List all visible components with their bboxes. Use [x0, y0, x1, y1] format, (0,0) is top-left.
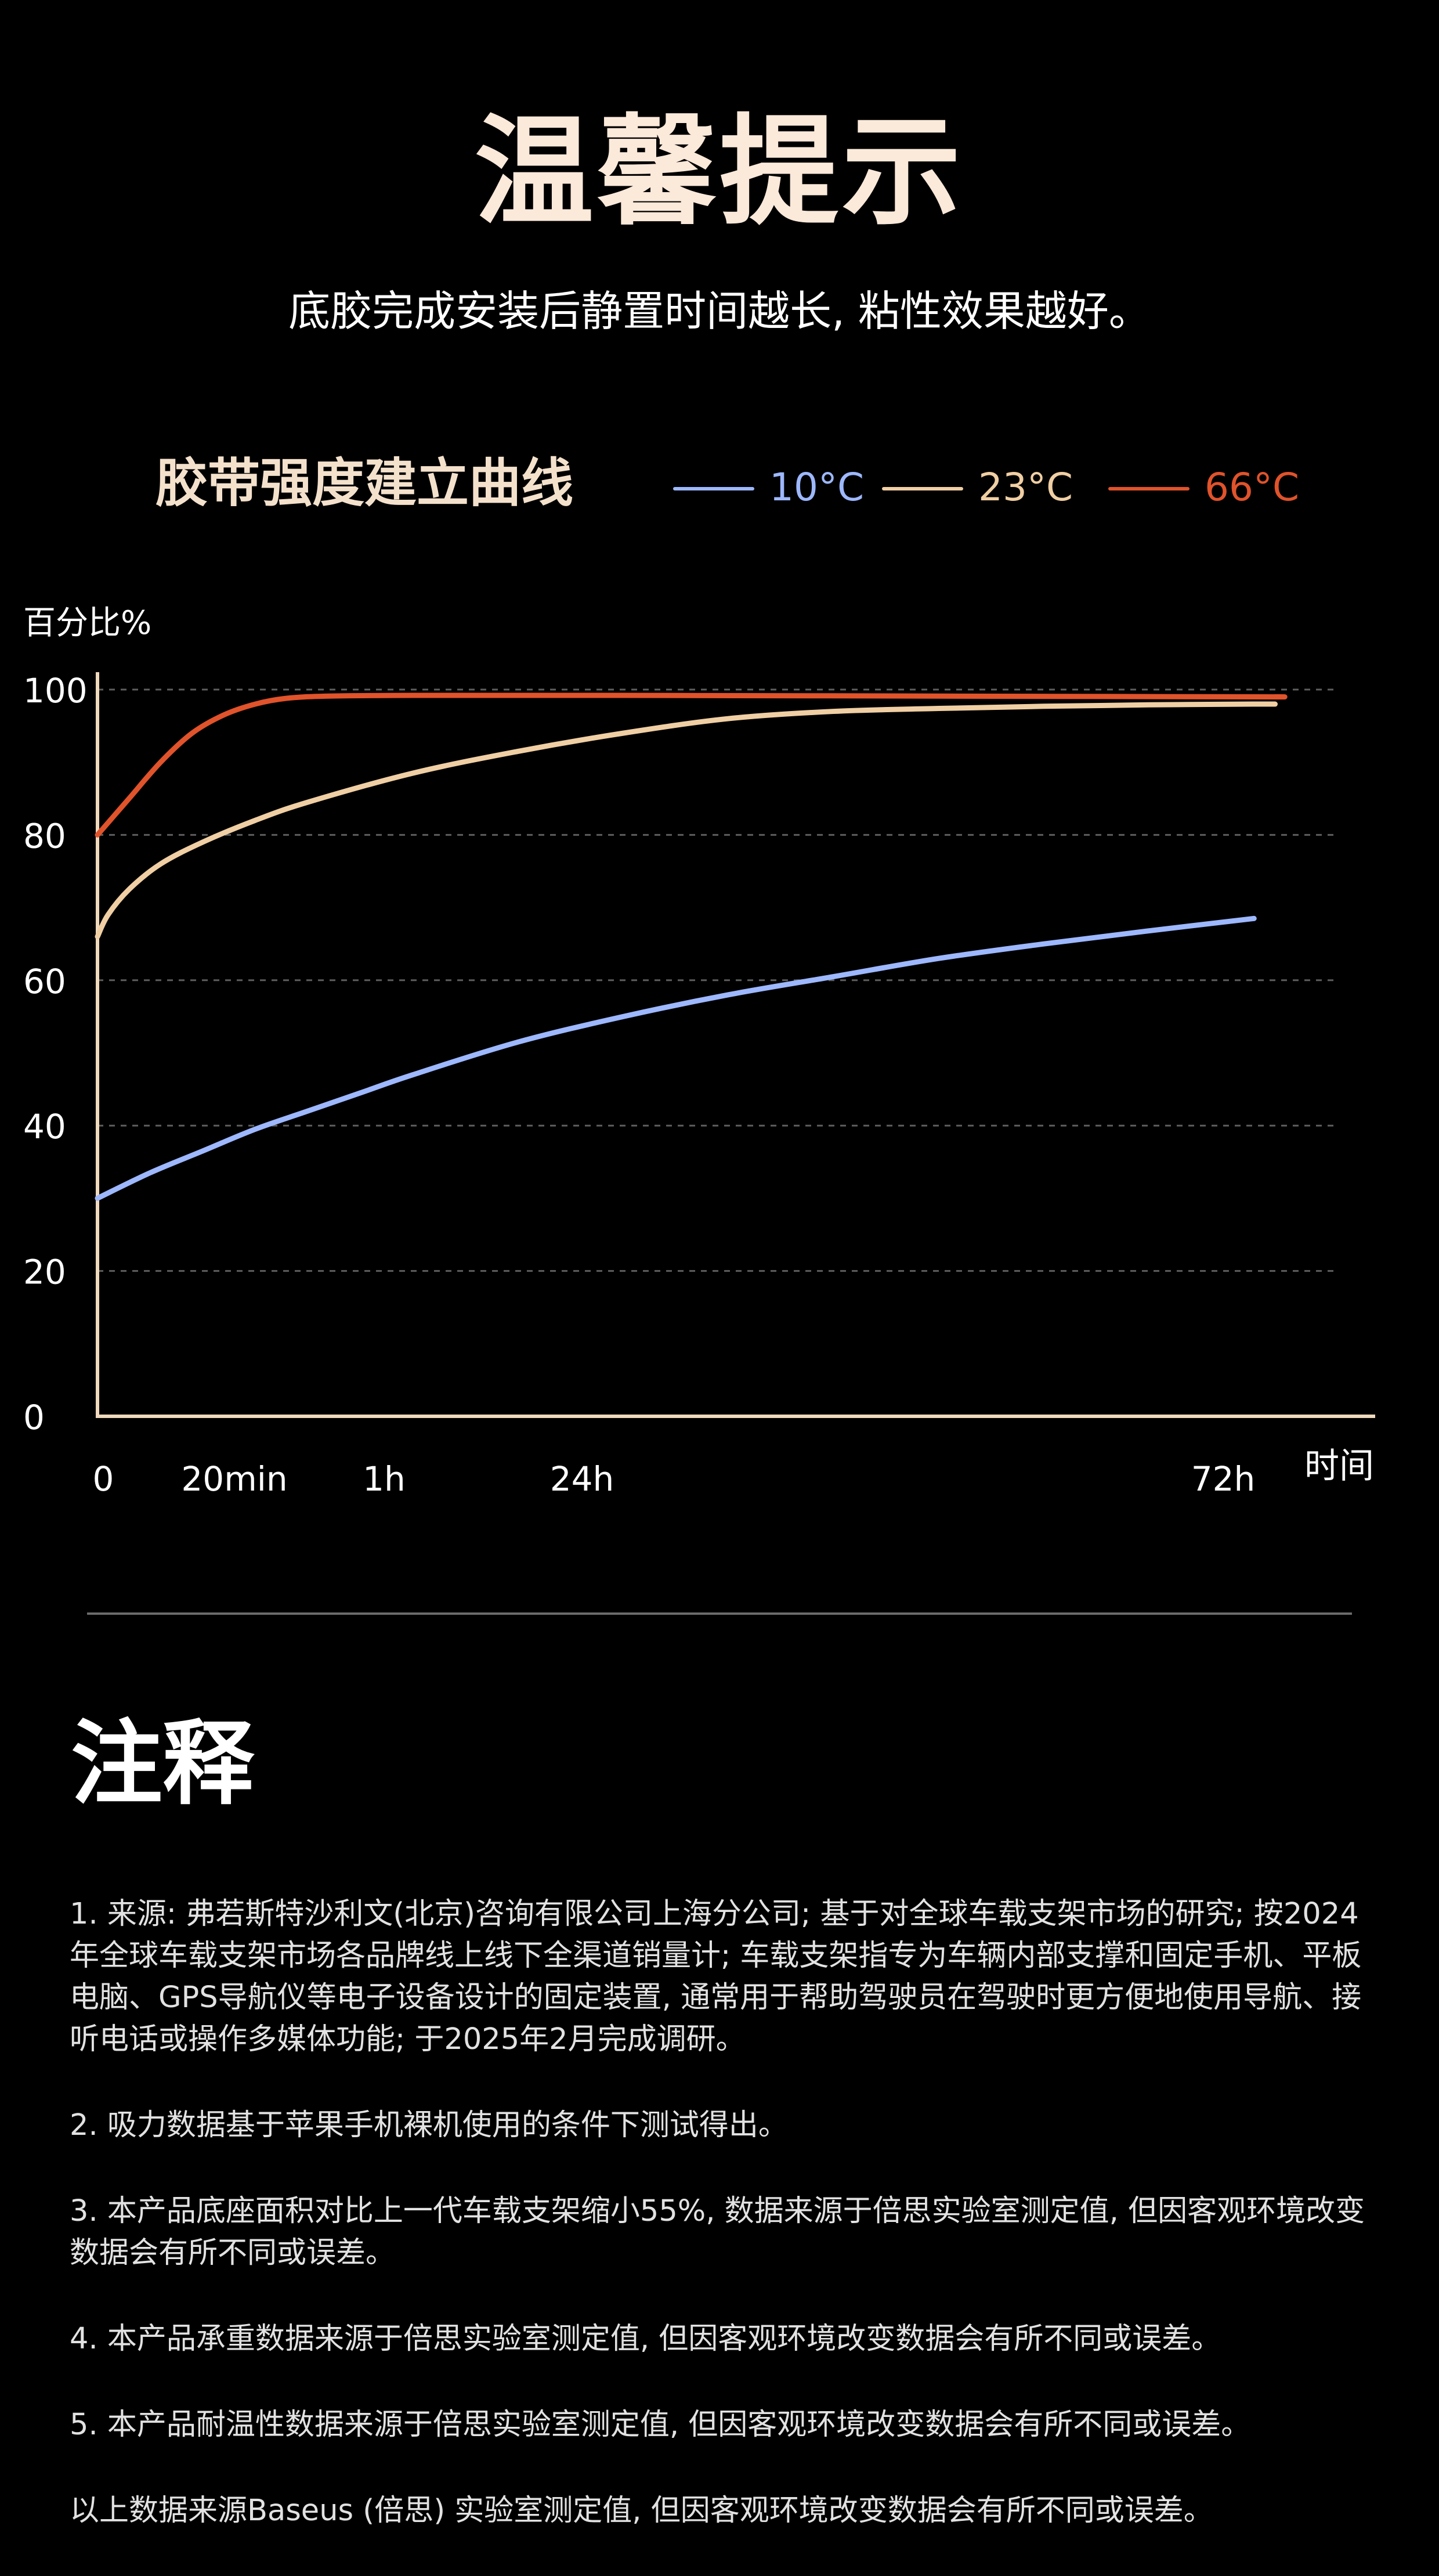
x-axis-label: 时间: [1304, 1446, 1374, 1487]
y-tick-label: 60: [23, 962, 66, 1001]
note-item: 3. 本产品底座面积对比上一代车载支架缩小55%, 数据来源于倍思实验室测定值,…: [70, 2194, 1365, 2270]
legend-label-23c: 23°C: [978, 465, 1073, 510]
series-line-66°C: [95, 692, 1288, 838]
note-item: 以上数据来源Baseus (倍思) 实验室测定值, 但因客观环境改变数据会有所不…: [70, 2494, 1213, 2528]
grid-lines: [97, 688, 1335, 1272]
series-line-10°C: [95, 915, 1257, 1201]
axes: [96, 672, 1375, 1418]
page-title: 温馨提示: [475, 103, 964, 241]
legend-label-66c: 66°C: [1205, 465, 1300, 510]
series-line-23°C: [95, 701, 1278, 940]
note-item: 4. 本产品承重数据来源于倍思实验室测定值, 但因客观环境改变数据会有所不同或误…: [70, 2322, 1221, 2356]
series-lines: [95, 692, 1288, 1201]
line-chart: 百分比% 时间 0 20 40 60 80 100 0 20min 1h 24h 72h: [23, 604, 1375, 1499]
y-axis-label: 百分比%: [23, 604, 151, 642]
notes-title: 注释: [71, 1711, 254, 1817]
legend-swatch-23c: [882, 487, 963, 490]
note-item: 5. 本产品耐温性数据来源于倍思实验室测定值, 但因客观环境改变数据会有所不同或…: [70, 2408, 1251, 2442]
section-divider: [87, 1612, 1352, 1615]
page-subtitle: 底胶完成安装后静置时间越长, 粘性效果越好。: [288, 287, 1151, 335]
note-item: 2. 吸力数据基于苹果手机裸机使用的条件下测试得出。: [70, 2108, 788, 2142]
y-tick-label: 20: [23, 1253, 66, 1292]
legend-label-10c: 10°C: [769, 465, 865, 510]
chart-title: 胶带强度建立曲线: [156, 453, 573, 514]
x-tick-label: 0: [93, 1459, 114, 1499]
x-tick-label: 72h: [1191, 1459, 1256, 1499]
legend-swatch-10c: [673, 487, 754, 490]
notes-list: 1. 来源: 弗若斯特沙利文(北京)咨询有限公司上海分公司; 基于对全球车载支架…: [70, 1893, 1369, 2576]
y-tick-label: 40: [23, 1107, 66, 1146]
note-item: 1. 来源: 弗若斯特沙利文(北京)咨询有限公司上海分公司; 基于对全球车载支架…: [70, 1897, 1362, 2057]
y-tick-label: 80: [23, 816, 66, 856]
legend-swatch-66c: [1108, 487, 1189, 490]
x-tick-label: 20min: [181, 1459, 287, 1499]
x-tick-label: 1h: [363, 1459, 406, 1499]
y-tick-label: 0: [23, 1398, 45, 1437]
x-tick-labels: 0 20min 1h 24h 72h: [93, 1459, 1256, 1499]
y-tick-label: 100: [23, 671, 88, 710]
y-tick-labels: 0 20 40 60 80 100: [23, 671, 88, 1437]
x-tick-label: 24h: [550, 1459, 614, 1499]
